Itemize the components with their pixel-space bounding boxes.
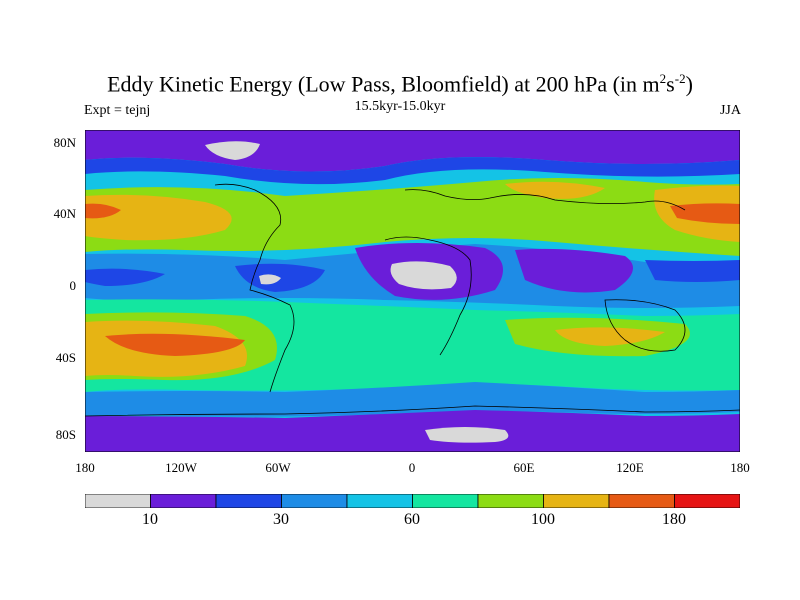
map-subtitle: 15.5kyr-15.0kyr — [354, 99, 446, 114]
colorbar-label-100: 100 — [531, 511, 555, 528]
colorbar-box — [85, 494, 151, 508]
map-title: Eddy Kinetic Energy (Low Pass, Bloomfiel… — [107, 71, 693, 97]
season-label: JJA — [719, 103, 741, 118]
lon-label-120w: 120W — [165, 460, 197, 475]
lon-label-120e: 120E — [616, 460, 644, 475]
colorbar-box — [150, 494, 217, 508]
lon-label-60w: 60W — [265, 460, 291, 475]
lat-label-40n: 40N — [53, 206, 76, 221]
colorbar-box — [412, 494, 479, 508]
colorbar-label-10: 10 — [142, 511, 158, 528]
lat-label-80s: 80S — [55, 427, 76, 442]
colorbar-box — [608, 494, 675, 508]
colorbar-box — [281, 494, 348, 508]
colorbar-label-60: 60 — [404, 511, 420, 528]
colorbar-box — [477, 494, 544, 508]
colorbar-box — [215, 494, 282, 508]
colorbar-box — [674, 494, 740, 508]
lat-label-80n: 80N — [53, 135, 76, 150]
lon-label-180w: 180 — [75, 460, 95, 475]
colorbar — [85, 494, 740, 508]
lon-label-180e: 180 — [730, 460, 750, 475]
lon-label-0: 0 — [408, 460, 416, 475]
colorbar-box — [346, 494, 413, 508]
colorbar-box — [543, 494, 610, 508]
experiment-label: Expt = tejnj — [84, 103, 151, 118]
lon-label-60e: 60E — [513, 460, 535, 475]
lat-label-40s: 40S — [55, 350, 76, 365]
colorbar-label-30: 30 — [273, 511, 289, 528]
colorbar-label-180: 180 — [662, 511, 686, 528]
lat-label-0: 0 — [69, 278, 77, 293]
eke-field-map — [85, 130, 740, 452]
